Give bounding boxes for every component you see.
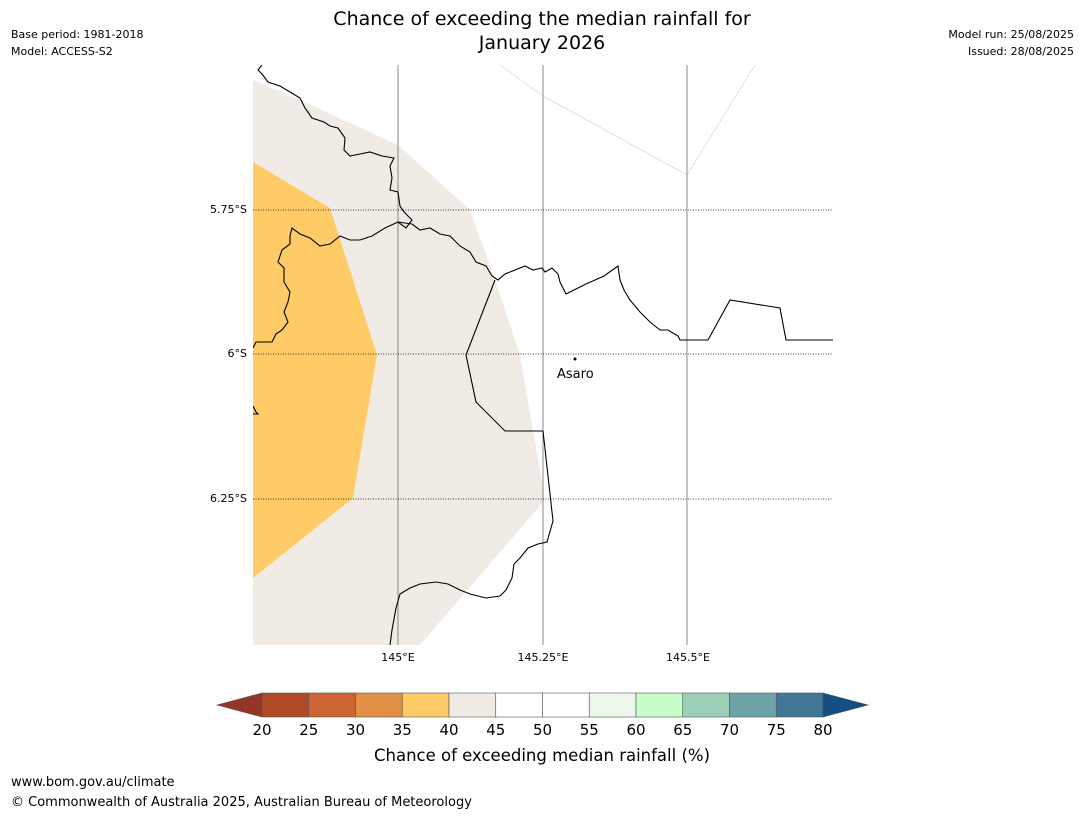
place-marker-asaro <box>573 357 577 361</box>
colorbar-box <box>588 692 637 718</box>
colorbar-tick-label: 75 <box>767 721 786 739</box>
lat-label-6-25: 6.25°S <box>210 492 247 505</box>
colorbar-box <box>635 692 684 718</box>
colorbar-tick-label: 35 <box>393 721 412 739</box>
footer-copyright: © Commonwealth of Australia 2025, Austra… <box>11 795 472 810</box>
colorbar-tick-label: 65 <box>673 721 692 739</box>
meta-left: Base period: 1981-2018 Model: ACCESS-S2 <box>11 26 143 60</box>
colorbar-tick-label: 50 <box>533 721 552 739</box>
model-run: Model run: 25/08/2025 <box>948 28 1074 41</box>
colorbar-box <box>542 692 590 718</box>
lon-label-145-5: 145.5°E <box>666 651 710 664</box>
map-title: Chance of exceeding the median rainfall … <box>242 7 842 55</box>
faint-boundary-line <box>499 65 756 176</box>
colorbar-extend-low <box>215 692 263 718</box>
title-line-1: Chance of exceeding the median rainfall … <box>333 8 751 30</box>
map-area: Asaro <box>253 65 833 645</box>
lon-label-145: 145°E <box>381 651 414 664</box>
place-label-asaro: Asaro <box>557 367 594 382</box>
colorbar-tick-label: 25 <box>299 721 318 739</box>
model-name: Model: ACCESS-S2 <box>11 45 113 58</box>
footer-url[interactable]: www.bom.gov.au/climate <box>11 775 175 790</box>
colorbar-boxes <box>261 692 824 718</box>
colorbar-title: Chance of exceeding median rainfall (%) <box>374 746 710 765</box>
province-boundary-north <box>253 65 413 349</box>
base-period: Base period: 1981-2018 <box>11 28 144 41</box>
probability-region-35-40 <box>253 162 377 578</box>
forecast-map: Asaro 5.75°S 6°S 6.25°S 145°E 145.25°E 1… <box>210 65 833 664</box>
colorbar-tick-label: 20 <box>252 721 271 739</box>
colorbar-box <box>448 692 497 718</box>
colorbar-box <box>355 692 403 718</box>
colorbar-box <box>775 692 824 718</box>
colorbar-box <box>495 692 543 718</box>
colorbar-tick-label: 30 <box>346 721 365 739</box>
lat-label-6: 6°S <box>228 347 247 360</box>
colorbar-tick-label: 55 <box>580 721 599 739</box>
colorbar-box <box>729 692 777 718</box>
colorbar-tick-label: 40 <box>439 721 458 739</box>
colorbar-box <box>261 692 310 718</box>
colorbar-tick-label: 45 <box>486 721 505 739</box>
colorbar-box <box>401 692 450 718</box>
meta-right: Model run: 25/08/2025 Issued: 28/08/2025 <box>948 26 1074 60</box>
province-boundary-west-stub <box>253 405 260 415</box>
colorbar-tick-labels: 20 25 30 35 40 45 50 55 60 65 70 75 80 <box>252 721 832 739</box>
colorbar-tick-label: 80 <box>813 721 832 739</box>
lon-label-145-25: 145.25°E <box>518 651 569 664</box>
colorbar-extend-high <box>822 692 870 718</box>
colorbar-tick-label: 70 <box>720 721 739 739</box>
colorbar-box <box>308 692 356 718</box>
issued-date: Issued: 28/08/2025 <box>967 45 1074 58</box>
colorbar-box <box>682 692 730 718</box>
colorbar-tick-label: 60 <box>626 721 645 739</box>
province-boundary-ridge <box>397 221 833 341</box>
lat-label-5-75: 5.75°S <box>210 203 247 216</box>
province-boundary-south <box>389 279 554 645</box>
title-line-2: January 2026 <box>478 32 606 54</box>
